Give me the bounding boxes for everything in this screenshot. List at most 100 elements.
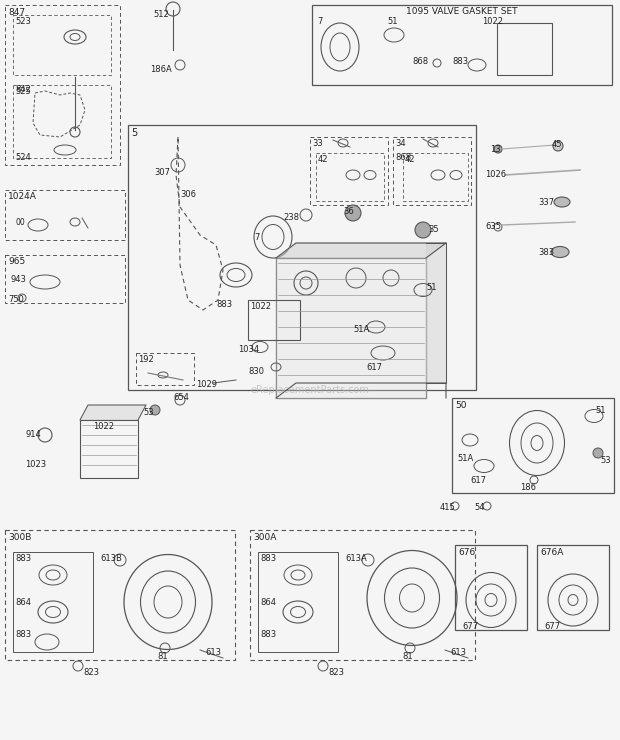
Bar [136,353,194,385]
Text: 512: 512 [153,10,169,19]
Text: 337: 337 [538,198,554,207]
Text: 883: 883 [15,630,31,639]
Text: 1022: 1022 [482,17,503,26]
Bar [248,300,300,340]
Text: 524: 524 [15,153,31,162]
Text: 186A: 186A [150,65,172,74]
Text: 883: 883 [260,630,276,639]
Text: 51A: 51A [457,454,473,463]
Text: 654: 654 [173,393,189,402]
Text: 883: 883 [216,300,232,309]
Text: 943: 943 [10,275,26,284]
Text: 13: 13 [490,145,500,154]
Text: 676A: 676A [540,548,564,557]
Text: 51A: 51A [353,325,370,334]
Text: 53: 53 [143,408,154,417]
Text: 677: 677 [544,622,560,631]
Text: 750: 750 [8,295,24,304]
Bar [393,137,471,205]
Text: eReplacementParts.com: eReplacementParts.com [250,385,370,395]
Polygon shape [276,258,426,398]
Text: 238: 238 [283,213,299,222]
Text: 45: 45 [552,140,562,149]
Text: 864: 864 [260,598,276,607]
Text: 54: 54 [474,503,484,512]
Text: 868: 868 [412,57,428,66]
Text: 53: 53 [600,456,611,465]
Ellipse shape [551,246,569,258]
Text: 613: 613 [205,648,221,657]
Bar [537,545,609,630]
Text: 914: 914 [25,430,41,439]
Text: 613A: 613A [345,554,367,563]
Text: 613B: 613B [100,554,122,563]
Text: 1095 VALVE GASKET SET: 1095 VALVE GASKET SET [406,7,518,16]
Text: 523: 523 [15,17,31,26]
Text: 868: 868 [395,153,411,162]
Text: 823: 823 [83,668,99,677]
Text: 677: 677 [462,622,478,631]
Text: 81: 81 [157,652,167,661]
Polygon shape [80,405,146,420]
Text: 33: 33 [312,139,323,148]
Text: 307: 307 [154,168,170,177]
Circle shape [593,448,603,458]
Circle shape [553,141,563,151]
Bar [258,552,338,652]
Text: 186: 186 [520,483,536,492]
Bar [5,255,125,303]
Bar [310,137,388,205]
Bar [497,23,552,75]
Text: 883: 883 [15,554,31,563]
Text: 635: 635 [485,222,501,231]
Text: 847: 847 [8,8,25,17]
Text: 51: 51 [595,406,606,415]
Text: 42: 42 [405,155,415,164]
Text: 415: 415 [440,503,456,512]
Polygon shape [276,243,446,258]
Text: 00: 00 [15,218,25,227]
Circle shape [415,222,431,238]
Text: 300B: 300B [8,533,32,542]
Text: 36: 36 [343,207,354,216]
Bar [316,153,384,201]
Text: 617: 617 [366,363,382,372]
Polygon shape [426,243,446,383]
Bar [452,398,614,493]
Text: 192: 192 [138,355,154,364]
Text: 676: 676 [458,548,476,557]
Text: 51: 51 [387,17,397,26]
Text: 1022: 1022 [93,422,114,431]
Bar [5,530,235,660]
Text: 1022: 1022 [250,302,271,311]
Text: 864: 864 [15,598,31,607]
Bar [128,125,476,390]
Text: 965: 965 [8,257,25,266]
Bar [80,420,138,478]
Text: 1026: 1026 [485,170,506,179]
Text: 5: 5 [131,128,137,138]
Ellipse shape [554,197,570,207]
Text: 50: 50 [455,401,466,410]
Bar [13,15,111,75]
Text: 823: 823 [328,668,344,677]
Text: 1034: 1034 [238,345,259,354]
Text: 1029: 1029 [196,380,217,389]
Text: 613: 613 [450,648,466,657]
Text: 51: 51 [426,283,436,292]
Bar [312,5,612,85]
Text: 306: 306 [180,190,196,199]
Bar [455,545,527,630]
Text: 34: 34 [395,139,405,148]
Text: 35: 35 [428,225,438,234]
Text: 883: 883 [260,554,276,563]
Text: 7: 7 [254,233,259,242]
Text: 42: 42 [318,155,329,164]
Bar [5,5,120,165]
Bar [250,530,475,660]
Text: 1024A: 1024A [8,192,37,201]
Text: 525: 525 [15,87,31,96]
Bar [276,258,426,398]
Text: 7: 7 [317,17,322,26]
Text: 1023: 1023 [25,460,46,469]
